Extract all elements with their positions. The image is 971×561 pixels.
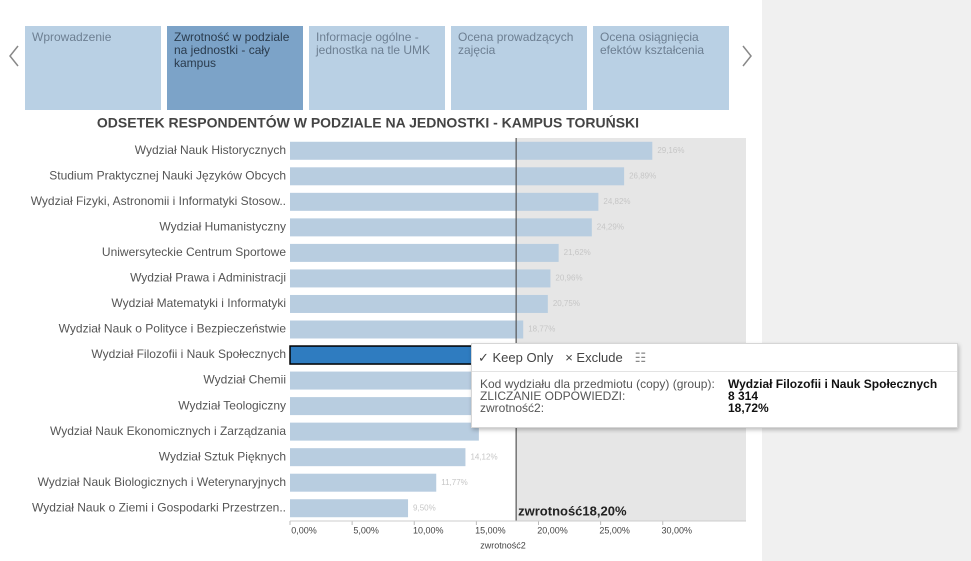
x-tick-label: 10,00% [413, 525, 444, 535]
x-tick-label: 5,00% [353, 525, 379, 535]
bar [290, 448, 466, 467]
bar [290, 294, 548, 313]
bar [290, 243, 559, 262]
value-label: 24,29% [597, 222, 624, 231]
value-label: 26,89% [629, 171, 656, 180]
y-tick-label: Wydział Prawa i Administracji [130, 271, 286, 285]
tooltip: ✓ Keep Only × Exclude ☷ Kod wydziału dla p… [471, 343, 958, 428]
value-label: 18,77% [528, 325, 555, 334]
y-tick-label: Wydział Teologiczny [178, 398, 286, 412]
x-tick-label: 15,00% [475, 525, 506, 535]
tooltip-action[interactable]: × Exclude [565, 350, 623, 365]
y-tick-label: Wydział Nauk Historycznych [135, 143, 286, 157]
y-tick-label: Wydział Sztuk Pięknych [159, 449, 286, 463]
chart: ODSETEK RESPONDENTÓW W PODZIALE NA JEDNO… [31, 114, 746, 550]
value-label: 9,50% [413, 503, 436, 512]
tab[interactable]: Informacje ogólne - jednostka na tle UMK [309, 26, 445, 110]
tooltip-actions: ✓ Keep Only × Exclude ☷ [472, 344, 957, 372]
side-panel [762, 0, 971, 561]
y-tick-label: Uniwersyteckie Centrum Sportowe [102, 245, 286, 259]
y-tick-label: Wydział Humanistyczny [159, 220, 286, 234]
prev-arrow[interactable] [9, 45, 19, 67]
reference-label: zwrotność18,20% [518, 503, 627, 518]
x-axis-title: zwrotność2 [480, 540, 526, 550]
tooltip-value: 18,72% [728, 401, 769, 415]
value-label: 21,62% [564, 248, 591, 257]
tooltip-row: ZLICZANIE ODPOWIEDZI: 8 314 [480, 390, 957, 402]
bar [290, 473, 437, 492]
y-tick-label: Wydział Nauk o Ziemi i Gospodarki Przest… [32, 500, 286, 514]
value-label: 20,75% [553, 299, 580, 308]
y-tick-label: Wydział Chemii [203, 373, 286, 387]
tab[interactable]: Ocena osiągnięcia efektów kształcenia [593, 26, 729, 110]
y-tick-label: Wydział Filozofii i Nauk Społecznych [91, 347, 286, 361]
chart-title: ODSETEK RESPONDENTÓW W PODZIALE NA JEDNO… [97, 114, 639, 131]
bar [290, 499, 409, 518]
bar [290, 397, 500, 416]
next-arrow[interactable] [742, 45, 752, 67]
y-tick-label: Wydział Nauk Biologicznych i Weterynaryj… [38, 475, 286, 489]
tab-bar: Wprowadzenie Zwrotność w podziale na jedn… [25, 26, 735, 110]
value-label: 24,82% [603, 197, 630, 206]
bar [290, 422, 479, 441]
value-label: 29,16% [657, 146, 684, 155]
tooltip-value: 8 314 [728, 389, 759, 403]
y-tick-label: Studium Praktycznej Nauki Języków Obcych [49, 168, 286, 182]
tooltip-key: Kod wydziału dla przedmiotu (copy) (grou… [480, 377, 715, 391]
tab[interactable]: Wprowadzenie [25, 26, 161, 110]
bar [290, 167, 625, 186]
tooltip-key: ZLICZANIE ODPOWIEDZI: [480, 389, 626, 403]
y-tick-label: Wydział Matematyki i Informatyki [111, 296, 286, 310]
bar [290, 320, 524, 339]
tooltip-value: Wydział Filozofii i Nauk Społecznych [728, 377, 938, 391]
x-tick-label: 30,00% [661, 525, 692, 535]
bar [290, 371, 513, 390]
y-tick-label: Wydział Fizyki, Astronomii i Informatyki… [31, 194, 286, 208]
bar [290, 218, 592, 237]
tab[interactable]: Ocena prowadzących zajęcia [451, 26, 587, 110]
tooltip-rows: Kod wydziału dla przedmiotu (copy) (grou… [472, 372, 957, 414]
tooltip-key: zwrotność2: [480, 401, 545, 415]
bar [290, 141, 653, 160]
y-tick-label: Wydział Nauk o Polityce i Bezpieczeństwi… [59, 322, 287, 336]
tooltip-action[interactable]: ✓ Keep Only [478, 349, 554, 365]
value-label: 20,96% [555, 274, 582, 283]
x-tick-label: 0,00% [291, 525, 317, 535]
tab[interactable]: Zwrotność w podziale na jednostki - cały… [167, 26, 303, 110]
tooltip-row: Kod wydziału dla przedmiotu (copy) (grou… [480, 378, 957, 390]
y-tick-label: Wydział Nauk Ekonomicznych i Zarządzania [50, 424, 286, 438]
value-label: 14,12% [470, 452, 497, 461]
value-label: 11,77% [441, 478, 468, 487]
bar [290, 269, 551, 288]
x-tick-label: 25,00% [599, 525, 630, 535]
tooltip-row: zwrotność2: 18,72% [480, 402, 957, 414]
view-data-icon[interactable]: ☷ [634, 349, 647, 365]
bar [290, 192, 599, 211]
x-tick-label: 20,00% [537, 525, 568, 535]
